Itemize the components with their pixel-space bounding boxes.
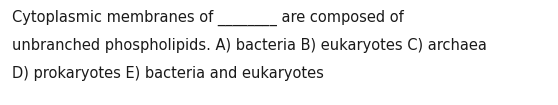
Text: Cytoplasmic membranes of ________ are composed of: Cytoplasmic membranes of ________ are co… — [12, 10, 404, 26]
Text: D) prokaryotes E) bacteria and eukaryotes: D) prokaryotes E) bacteria and eukaryote… — [12, 66, 324, 81]
Text: unbranched phospholipids. A) bacteria B) eukaryotes C) archaea: unbranched phospholipids. A) bacteria B)… — [12, 38, 487, 53]
